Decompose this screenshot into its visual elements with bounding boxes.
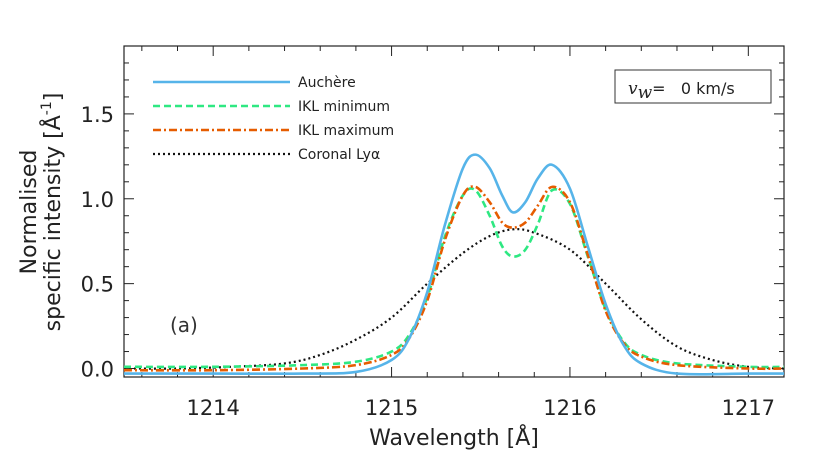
y-tick-label: 1.0 — [81, 188, 114, 212]
y-axis-title: Normalised specific intensity [Å-1] — [17, 93, 66, 332]
panel-label: (a) — [170, 313, 198, 337]
y-axis-title-sup: -1 — [39, 101, 55, 115]
y-tick-label: 1.5 — [81, 103, 114, 127]
y-tick-label: 0.5 — [81, 273, 114, 297]
legend-label: IKL minimum — [298, 99, 390, 115]
x-tick-label: 1214 — [186, 396, 239, 420]
y-axis-ticks: 0.0 0.5 1.0 1.5 — [81, 45, 784, 382]
x-axis-ticks: 1214 1215 1216 1217 — [141, 46, 785, 420]
series-line-auch-re — [124, 153, 784, 376]
series-group — [124, 153, 784, 376]
y-axis-title-main: specific intensity [Å — [39, 115, 66, 331]
x-tick-label: 1217 — [722, 396, 775, 420]
y-axis-title-close: ] — [41, 93, 66, 102]
velocity-subscript: w — [638, 83, 653, 103]
velocity-value: = 0 km/s — [652, 79, 735, 98]
y-axis-title-line1: Normalised — [17, 150, 42, 275]
plot-frame — [123, 45, 785, 378]
velocity-symbol: v — [628, 79, 638, 99]
x-axis-title: Wavelength [Å] — [369, 424, 539, 451]
legend-label: IKL maximum — [298, 123, 394, 139]
velocity-box-frame — [614, 69, 772, 104]
series-line-ikl-minimum — [124, 187, 784, 369]
legend-label: Auchère — [298, 75, 356, 91]
legend: Auchère IKL minimum IKL maximum Coronal Lyα — [153, 75, 394, 163]
legend-label: Coronal Lyα — [298, 147, 380, 163]
series-line-coronal-ly- — [124, 228, 784, 370]
x-tick-label: 1216 — [543, 396, 596, 420]
y-axis-title-line2: specific intensity [Å-1] — [39, 93, 66, 332]
velocity-label: vw= 0 km/s — [628, 79, 735, 103]
velocity-box: vw= 0 km/s — [614, 69, 772, 104]
x-tick-label: 1215 — [365, 396, 418, 420]
y-tick-label: 0.0 — [81, 358, 114, 382]
